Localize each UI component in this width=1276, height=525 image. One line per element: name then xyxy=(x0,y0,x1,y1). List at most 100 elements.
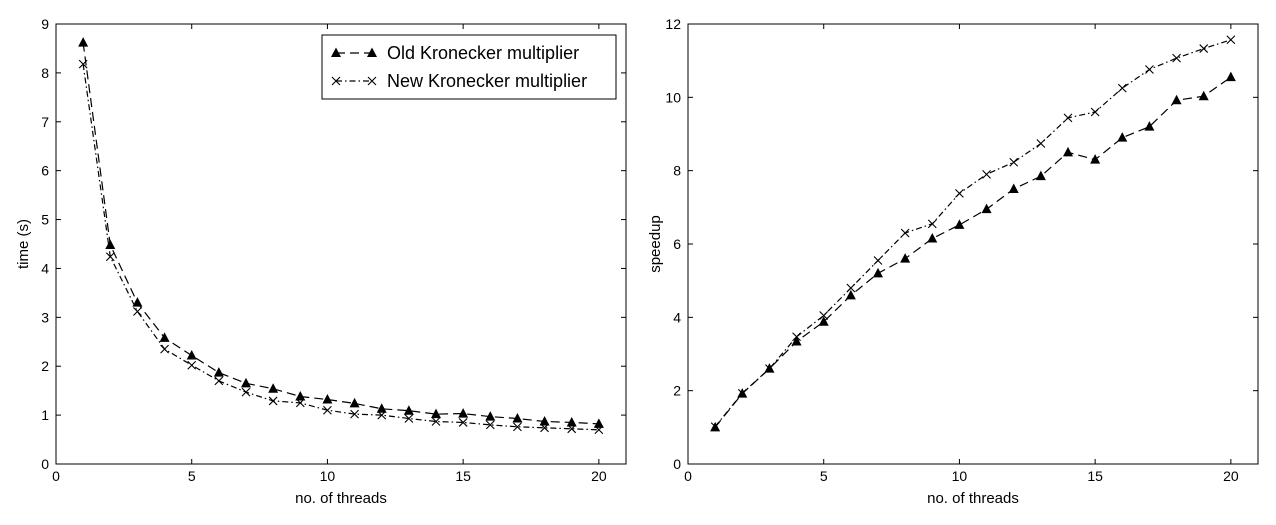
triangle-point xyxy=(322,393,333,404)
triangle-point xyxy=(1063,146,1073,157)
x-point xyxy=(792,332,801,342)
x-point xyxy=(187,360,197,370)
triangle-point xyxy=(431,408,441,419)
x-point xyxy=(350,409,359,419)
x-point xyxy=(78,59,88,69)
y-tick-label: 12 xyxy=(665,16,681,32)
y-tick-label: 4 xyxy=(673,309,681,325)
triangle-point xyxy=(873,267,883,278)
y-tick-label: 8 xyxy=(673,163,681,179)
x-point xyxy=(846,283,856,293)
triangle-point xyxy=(1090,154,1101,164)
series-line-2 xyxy=(82,64,599,431)
triangle-point xyxy=(1035,170,1046,181)
y-tick-label: 0 xyxy=(673,456,681,472)
y-tick-label: 9 xyxy=(41,16,49,32)
legend-x-marker xyxy=(331,76,341,86)
x-point xyxy=(1063,113,1073,123)
x-point xyxy=(1226,35,1236,45)
legend-triangle-marker xyxy=(367,47,377,57)
triangle-point xyxy=(349,397,360,408)
x-point xyxy=(1199,44,1209,53)
chart-panel-2: 0 5 10 15 20 0 2 4 6 8 10 12 no. of threads speedup xyxy=(647,16,1259,507)
x-point xyxy=(819,311,829,320)
y-tick-label: 0 xyxy=(41,456,49,472)
x-point xyxy=(404,414,414,423)
triangle-point xyxy=(376,403,387,413)
x-tick-label: 0 xyxy=(52,468,60,484)
triangle-point xyxy=(186,349,197,360)
triangle-point xyxy=(159,332,170,342)
triangle-point xyxy=(213,367,224,377)
x-tick-label: 15 xyxy=(455,468,471,484)
x-point xyxy=(873,256,883,265)
triangle-point xyxy=(78,37,89,47)
triangle-point xyxy=(132,297,143,307)
x-point xyxy=(513,422,522,432)
x-point xyxy=(900,228,910,238)
triangle-point xyxy=(818,316,829,326)
triangle-point xyxy=(791,336,802,346)
triangle-point xyxy=(927,233,938,243)
x-point xyxy=(737,388,747,398)
y-tick-label: 1 xyxy=(41,407,49,423)
x-point xyxy=(765,364,774,374)
x-point xyxy=(540,423,549,433)
legend-label-1: Old Kronecker multiplier xyxy=(387,43,579,63)
x-point xyxy=(133,307,142,316)
x-point xyxy=(105,252,115,262)
triangle-point xyxy=(458,408,469,418)
x-point xyxy=(710,422,720,431)
x-tick-label: 20 xyxy=(591,468,607,484)
triangle-point xyxy=(1171,94,1182,105)
x-point xyxy=(160,344,169,354)
triangle-point xyxy=(845,289,856,300)
legend-x-marker xyxy=(367,76,377,86)
x-point xyxy=(1036,139,1046,148)
triangle-point xyxy=(1225,71,1236,82)
x-point xyxy=(1090,107,1100,117)
y-tick-label: 6 xyxy=(673,236,681,252)
x-point xyxy=(295,398,305,408)
legend-box xyxy=(321,34,617,100)
triangle-point xyxy=(539,415,550,426)
chart-panel-1: 0 5 10 15 20 0 1 2 3 4 5 6 7 8 9 no. of threads time (s)… xyxy=(15,16,627,507)
y-tick-label: 6 xyxy=(41,163,49,179)
triangle-point xyxy=(485,411,496,421)
x-point xyxy=(594,425,604,435)
x-point xyxy=(927,219,937,229)
y-tick-label: 2 xyxy=(41,358,49,374)
triangle-point xyxy=(566,416,577,427)
x-point xyxy=(982,169,991,179)
x-tick-label: 15 xyxy=(1087,468,1103,484)
x-axis-label: no. of threads xyxy=(927,490,1019,507)
x-point xyxy=(431,417,441,426)
triangle-point xyxy=(981,203,992,214)
triangle-point xyxy=(900,253,911,263)
triangle-point xyxy=(241,377,251,388)
x-point xyxy=(323,405,332,415)
x-point xyxy=(1117,83,1127,93)
triangle-point xyxy=(1198,90,1209,101)
triangle-point xyxy=(268,383,279,393)
series-line-1 xyxy=(714,76,1232,428)
triangle-point xyxy=(1117,132,1128,142)
triangle-point xyxy=(105,239,116,249)
plot-frame xyxy=(687,23,1259,465)
x-point xyxy=(1145,65,1154,74)
triangle-point xyxy=(593,418,604,428)
y-tick-label: 4 xyxy=(41,260,49,276)
triangle-point xyxy=(1144,121,1155,131)
x-tick-label: 10 xyxy=(952,468,968,484)
x-point xyxy=(214,376,224,386)
legend-label-2: New Kronecker multiplier xyxy=(387,71,587,91)
x-point xyxy=(567,424,577,434)
triangle-point xyxy=(403,405,414,415)
y-axis-label: speedup xyxy=(647,215,664,273)
x-point xyxy=(377,410,387,420)
y-tick-label: 7 xyxy=(41,114,49,130)
triangle-point xyxy=(512,413,523,423)
series-line-2 xyxy=(714,39,1232,427)
plot-frame xyxy=(55,23,627,465)
